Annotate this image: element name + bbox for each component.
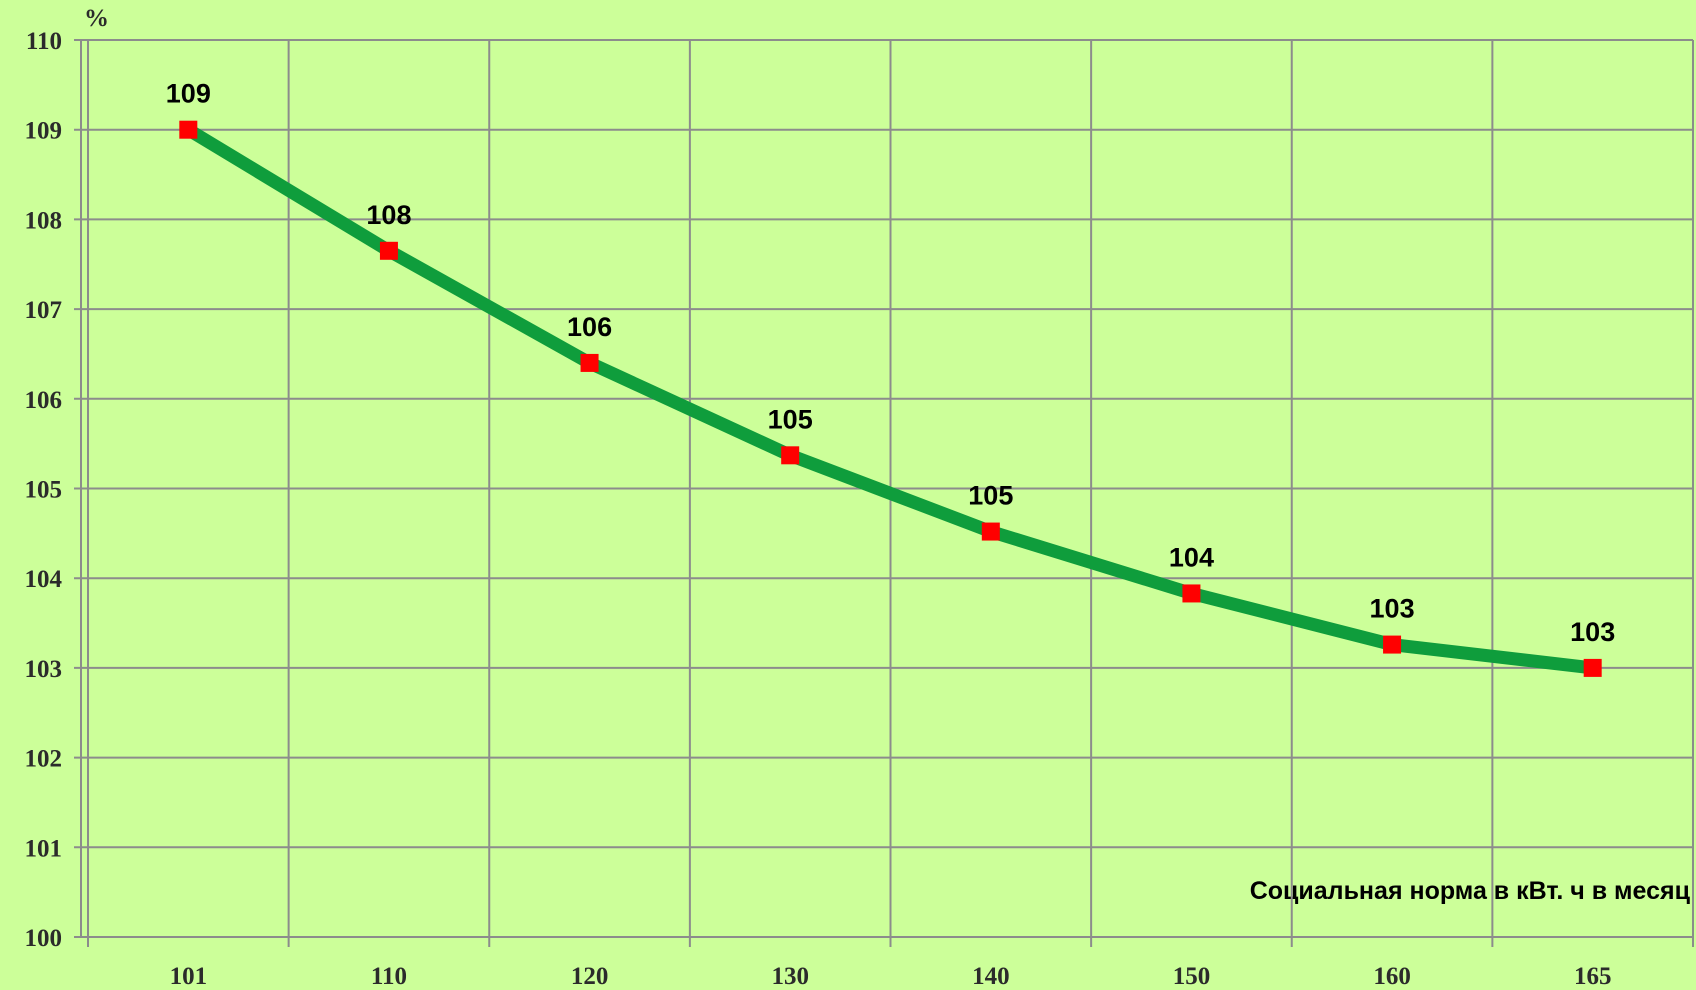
y-tick-label: 107 xyxy=(25,297,63,324)
y-tick-label: 108 xyxy=(25,207,63,234)
x-tick-label: 110 xyxy=(371,963,407,990)
marker xyxy=(179,120,198,139)
y-tick-label: 106 xyxy=(25,387,63,414)
y-tick-label: 101 xyxy=(25,835,63,862)
data-label: 104 xyxy=(1169,542,1214,572)
x-tick-label: 150 xyxy=(1173,963,1211,990)
data-label: 108 xyxy=(366,200,411,230)
y-tick-label: 104 xyxy=(25,566,63,593)
y-tick-label: 109 xyxy=(25,118,63,145)
marker xyxy=(580,353,599,372)
x-tick-label: 165 xyxy=(1574,963,1612,990)
x-tick-label: 120 xyxy=(571,963,609,990)
y-tick-label: 103 xyxy=(25,656,63,683)
y-tick-label: 102 xyxy=(25,746,63,773)
line xyxy=(184,124,1594,675)
y-tick-label: 110 xyxy=(26,28,62,55)
marker xyxy=(1583,658,1602,677)
data-label: 103 xyxy=(1570,617,1615,647)
x-tick-label: 101 xyxy=(170,963,208,990)
data-label: 105 xyxy=(768,404,813,434)
x-tick-label: 130 xyxy=(771,963,809,990)
y-tick-label: 105 xyxy=(25,477,63,504)
y-tick-label: 100 xyxy=(25,925,63,952)
marker xyxy=(781,446,800,465)
data-label: 109 xyxy=(166,79,211,109)
marker xyxy=(1182,584,1201,603)
x-axis-label: Социальная норма в кВт. ч в месяц xyxy=(1250,877,1691,905)
marker xyxy=(379,241,398,260)
data-label: 103 xyxy=(1370,594,1415,624)
data-label: 105 xyxy=(968,481,1013,511)
marker xyxy=(1383,635,1402,654)
data-label: 106 xyxy=(567,312,612,342)
marker xyxy=(981,522,1000,541)
x-tick-label: 140 xyxy=(972,963,1010,990)
y-axis-label: % xyxy=(84,5,109,32)
x-tick-label: 160 xyxy=(1373,963,1411,990)
